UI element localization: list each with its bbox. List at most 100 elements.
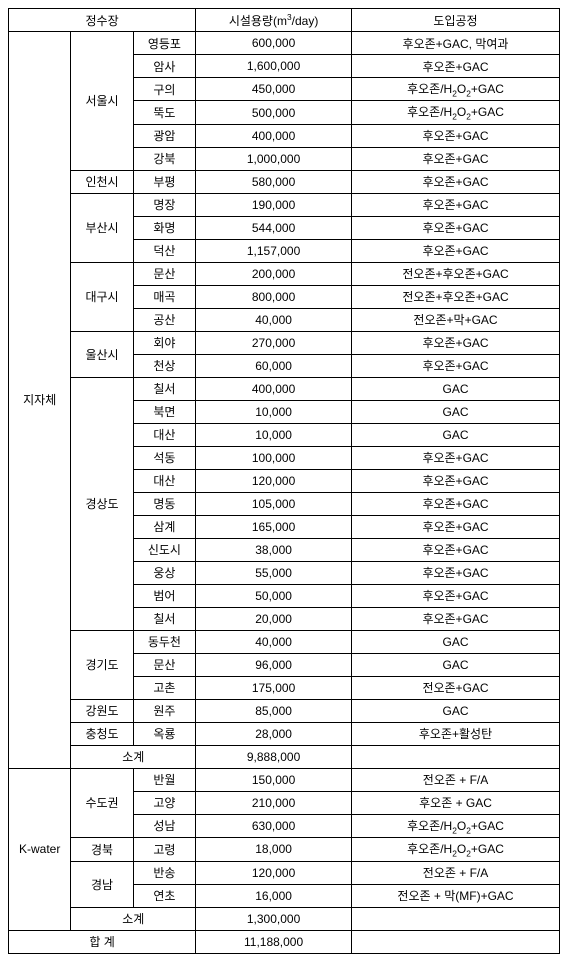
cell-proc: 후오존+GAC <box>352 515 560 538</box>
table-row: 경북 고령18,000후오존/H2O2+GAC <box>9 838 560 861</box>
cell-name: 덕산 <box>133 239 195 262</box>
cell-name: 공산 <box>133 308 195 331</box>
subtotal-value: 1,300,000 <box>196 907 352 930</box>
cell-name: 영등포 <box>133 32 195 55</box>
cell-proc: 후오존+GAC <box>352 239 560 262</box>
cell-name: 원주 <box>133 699 195 722</box>
header-plant: 정수장 <box>9 9 196 32</box>
prov-daegu: 대구시 <box>71 262 133 331</box>
cell-proc: 후오존/H2O2+GAC <box>352 78 560 101</box>
group-kwater: K-water <box>9 768 71 930</box>
cell-name: 웅상 <box>133 561 195 584</box>
cell-proc: 후오존/H2O2+GAC <box>352 814 560 837</box>
cell-cap: 270,000 <box>196 331 352 354</box>
cell-proc: 후오존+GAC <box>352 584 560 607</box>
cell-proc: GAC <box>352 400 560 423</box>
cell-proc: 전오존 + 막(MF)+GAC <box>352 884 560 907</box>
cell-name: 성남 <box>133 814 195 837</box>
cell-name: 명동 <box>133 492 195 515</box>
cell-name: 범어 <box>133 584 195 607</box>
cell-proc: 후오존 + GAC <box>352 791 560 814</box>
cell-name: 연초 <box>133 884 195 907</box>
cell-cap: 450,000 <box>196 78 352 101</box>
cell-proc: 후오존+GAC <box>352 446 560 469</box>
header-capacity: 시설용량(m3/day) <box>196 9 352 32</box>
cell-proc: 전오존+GAC <box>352 676 560 699</box>
table-row: 인천시 부평580,000후오존+GAC <box>9 170 560 193</box>
cell-name: 문산 <box>133 653 195 676</box>
total-value: 11,188,000 <box>196 930 352 953</box>
cell-proc: GAC <box>352 377 560 400</box>
table-row: 경상도 칠서400,000GAC <box>9 377 560 400</box>
table-row: 경남 반송120,000전오존 + F/A <box>9 861 560 884</box>
cell-name: 신도시 <box>133 538 195 561</box>
cell-proc: 후오존+활성탄 <box>352 722 560 745</box>
cell-cap: 40,000 <box>196 308 352 331</box>
cell-name: 천상 <box>133 354 195 377</box>
cell-name: 옥룡 <box>133 722 195 745</box>
cell-name: 구의 <box>133 78 195 101</box>
cell-name: 회야 <box>133 331 195 354</box>
table-row: 강원도 원주85,000GAC <box>9 699 560 722</box>
cell-cap: 190,000 <box>196 193 352 216</box>
table-row: 부산시 명장190,000후오존+GAC <box>9 193 560 216</box>
cell-cap: 100,000 <box>196 446 352 469</box>
cell-cap: 38,000 <box>196 538 352 561</box>
subtotal-label: 소계 <box>71 745 196 768</box>
cell-proc: 후오존+GAC, 막여과 <box>352 32 560 55</box>
cell-name: 석동 <box>133 446 195 469</box>
cell-name: 부평 <box>133 170 195 193</box>
total-label: 합 계 <box>9 930 196 953</box>
cell-cap: 55,000 <box>196 561 352 584</box>
subtotal-label: 소계 <box>71 907 196 930</box>
cell-cap: 800,000 <box>196 285 352 308</box>
cell-cap: 40,000 <box>196 630 352 653</box>
cell-cap: 200,000 <box>196 262 352 285</box>
cell-cap: 60,000 <box>196 354 352 377</box>
cell-proc: 후오존/H2O2+GAC <box>352 101 560 124</box>
cell-cap: 10,000 <box>196 400 352 423</box>
cell-proc: 후오존/H2O2+GAC <box>352 838 560 861</box>
prov-chungcheong: 충청도 <box>71 722 133 745</box>
header-process: 도입공정 <box>352 9 560 32</box>
cell-cap: 28,000 <box>196 722 352 745</box>
table-row: 소계 9,888,000 <box>9 745 560 768</box>
table-row: 대구시 문산200,000전오존+후오존+GAC <box>9 262 560 285</box>
empty-cell <box>352 930 560 953</box>
prov-gyeongnam: 경남 <box>71 861 133 907</box>
prov-gyeongbuk: 경북 <box>71 838 133 861</box>
cell-name: 동두천 <box>133 630 195 653</box>
cell-proc: 후오존+GAC <box>352 469 560 492</box>
cell-proc: 전오존+후오존+GAC <box>352 262 560 285</box>
cell-cap: 500,000 <box>196 101 352 124</box>
cell-proc: 후오존+GAC <box>352 538 560 561</box>
cell-proc: 전오존 + F/A <box>352 768 560 791</box>
cell-proc: GAC <box>352 699 560 722</box>
table-row: 지자체 서울시 영등포 600,000 후오존+GAC, 막여과 <box>9 32 560 55</box>
cell-cap: 16,000 <box>196 884 352 907</box>
table-row: 울산시 회야270,000후오존+GAC <box>9 331 560 354</box>
cell-name: 고령 <box>133 838 195 861</box>
cell-name: 삼계 <box>133 515 195 538</box>
prov-sudo: 수도권 <box>71 768 133 837</box>
cell-proc: 후오존+GAC <box>352 331 560 354</box>
cell-proc: 후오존+GAC <box>352 124 560 147</box>
cell-proc: 전오존 + F/A <box>352 861 560 884</box>
cell-name: 암사 <box>133 55 195 78</box>
cell-cap: 10,000 <box>196 423 352 446</box>
cell-name: 칠서 <box>133 377 195 400</box>
cell-name: 고촌 <box>133 676 195 699</box>
cell-cap: 120,000 <box>196 469 352 492</box>
cell-name: 북면 <box>133 400 195 423</box>
cell-proc: 후오존+GAC <box>352 55 560 78</box>
cell-cap: 210,000 <box>196 791 352 814</box>
cell-name: 명장 <box>133 193 195 216</box>
cell-cap: 120,000 <box>196 861 352 884</box>
cell-name: 강북 <box>133 147 195 170</box>
prov-gangwon: 강원도 <box>71 699 133 722</box>
table-row: 합 계 11,188,000 <box>9 930 560 953</box>
cell-cap: 18,000 <box>196 838 352 861</box>
cell-cap: 630,000 <box>196 814 352 837</box>
cell-name: 반송 <box>133 861 195 884</box>
cell-cap: 20,000 <box>196 607 352 630</box>
